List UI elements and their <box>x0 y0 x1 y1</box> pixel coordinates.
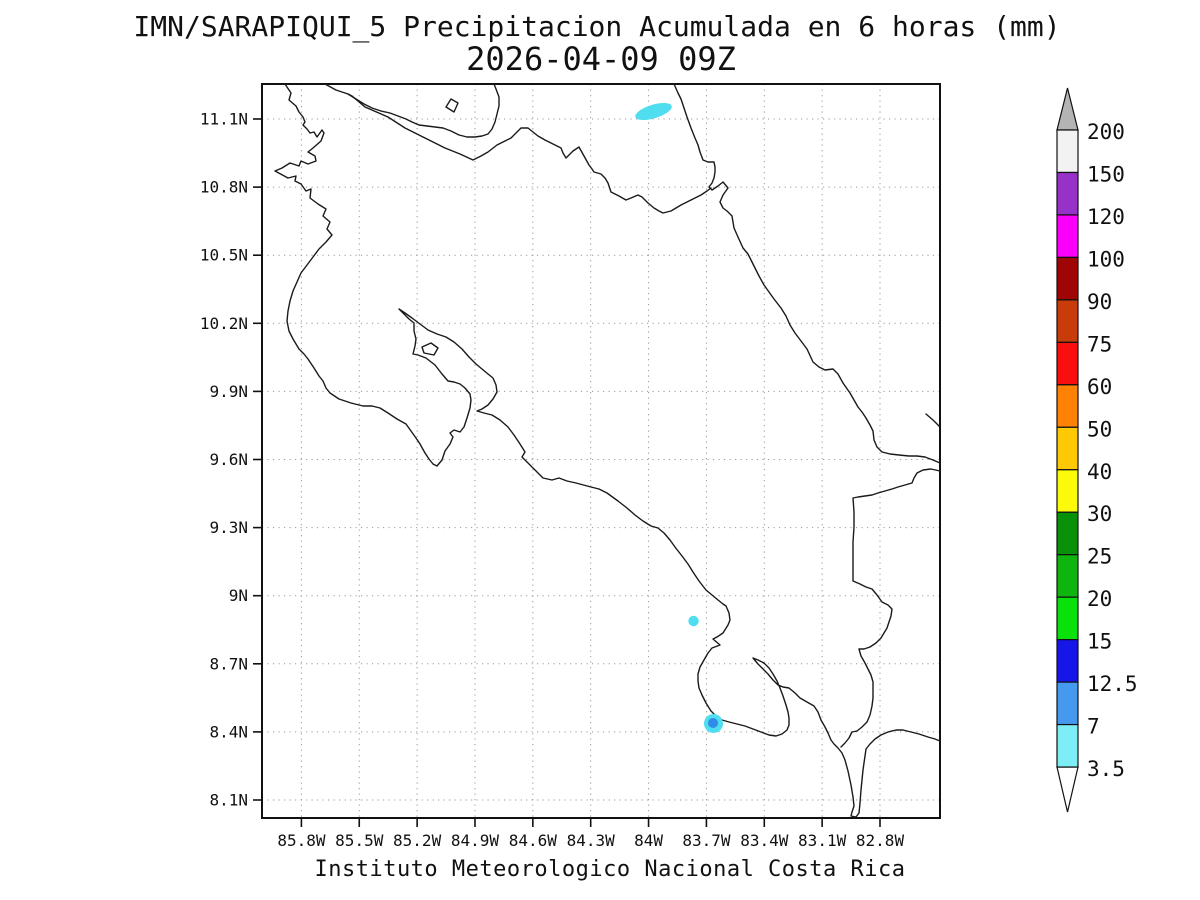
legend-band <box>1056 256 1079 301</box>
legend-band <box>1056 681 1079 726</box>
y-tick-label: 10.8N <box>200 178 248 197</box>
legend-band <box>1056 299 1079 343</box>
legend-value-label: 20 <box>1087 587 1112 611</box>
legend-value-label: 40 <box>1087 460 1112 484</box>
y-tick-label: 8.4N <box>209 722 248 741</box>
x-tick-label: 83.1W <box>798 831 847 850</box>
legend-band <box>1056 723 1079 768</box>
precip-cell-osa-core <box>708 718 718 728</box>
legend-band <box>1056 554 1079 598</box>
legend-value-label: 25 <box>1087 545 1112 569</box>
colorbar-legend: 200 150 120 100 90 75 60 50 40 30 25 20 15 12.5 7 3.5 <box>1056 87 1138 813</box>
plot-title: IMN/SARAPIQUI_5 Precipitacion Acumulada … <box>133 10 1060 44</box>
legend-value-label: 12.5 <box>1087 672 1138 696</box>
y-tick-label: 9N <box>229 586 248 605</box>
x-tick-label: 83.7W <box>682 831 731 850</box>
legend-band <box>1056 384 1079 428</box>
coastline-pacific-costa-rica <box>274 83 941 818</box>
precipitation-layer <box>635 102 723 733</box>
coastline-caribbean <box>673 83 941 464</box>
legend-overflow-arrow-top <box>1056 87 1079 131</box>
y-tick-label: 8.7N <box>209 654 248 673</box>
gulf-of-nicoya-island <box>421 342 439 356</box>
legend-band <box>1056 171 1079 216</box>
legend-band <box>1056 511 1079 556</box>
y-tick-label: 10.2N <box>200 314 248 333</box>
legend-band <box>1056 596 1079 641</box>
legend-value-label: 3.5 <box>1087 757 1125 781</box>
x-tick-label: 82.8W <box>856 831 905 850</box>
lake-nicaragua-shore <box>324 83 500 138</box>
border-panama <box>840 468 941 748</box>
lake-island <box>445 98 459 113</box>
legend-band <box>1056 129 1079 174</box>
x-tick-label: 84.9W <box>451 831 500 850</box>
legend-band <box>1056 469 1079 513</box>
legend-value-label: 30 <box>1087 502 1112 526</box>
coastline-fragment-east-edge <box>925 413 941 428</box>
x-tick-label: 85.8W <box>277 831 326 850</box>
legend-value-label: 75 <box>1087 332 1112 356</box>
legend-value-label: 200 <box>1087 120 1125 144</box>
x-tick-label: 83.4W <box>740 831 789 850</box>
legend-underflow-arrow-bottom <box>1056 766 1079 813</box>
precip-dot-south <box>688 615 699 627</box>
legend-value-label: 50 <box>1087 417 1112 441</box>
san-juan-river-border <box>347 93 712 214</box>
map-frame <box>261 83 941 819</box>
x-tick-label: 84.3W <box>567 831 616 850</box>
y-tick-label: 9.9N <box>209 382 248 401</box>
coastline-layer <box>274 83 941 818</box>
y-tick-label: 9.3N <box>209 518 248 537</box>
legend-value-label: 60 <box>1087 375 1112 399</box>
x-tick-label: 84W <box>634 831 663 850</box>
x-tick-label: 85.2W <box>393 831 442 850</box>
legend-band <box>1056 214 1079 259</box>
legend-band <box>1056 341 1079 386</box>
legend-value-label: 100 <box>1087 247 1125 271</box>
x-tick-label: 84.6W <box>509 831 558 850</box>
y-axis: 11.1N 10.8N 10.5N 10.2N 9.9N 9.6N 9.3N 9N 8.7N 8.… <box>200 110 940 810</box>
legend-band <box>1056 426 1079 471</box>
y-tick-label: 9.6N <box>209 450 248 469</box>
legend-value-label: 150 <box>1087 162 1125 186</box>
y-tick-label: 11.1N <box>200 110 248 129</box>
y-tick-label: 8.1N <box>209 791 248 810</box>
precip-cell-northeast <box>635 102 672 121</box>
plot-datetime: 2026-04-09 09Z <box>466 40 736 78</box>
legend-value-label: 15 <box>1087 630 1112 654</box>
y-tick-label: 10.5N <box>200 246 248 265</box>
legend-value-label: 7 <box>1087 715 1100 739</box>
x-axis: 85.8W 85.5W 85.2W 84.9W 84.6W 84.3W 84W 83.7W 83… <box>277 84 904 850</box>
legend-labels: 200 150 120 100 90 75 60 50 40 30 25 20 15 12.5 7 3.5 <box>1087 120 1138 781</box>
institution-caption: Instituto Meteorologico Nacional Costa R… <box>314 857 905 882</box>
legend-value-label: 90 <box>1087 290 1112 314</box>
legend-band <box>1056 639 1079 683</box>
legend-bands <box>1056 129 1079 768</box>
x-tick-label: 85.5W <box>335 831 384 850</box>
legend-value-label: 120 <box>1087 205 1125 229</box>
